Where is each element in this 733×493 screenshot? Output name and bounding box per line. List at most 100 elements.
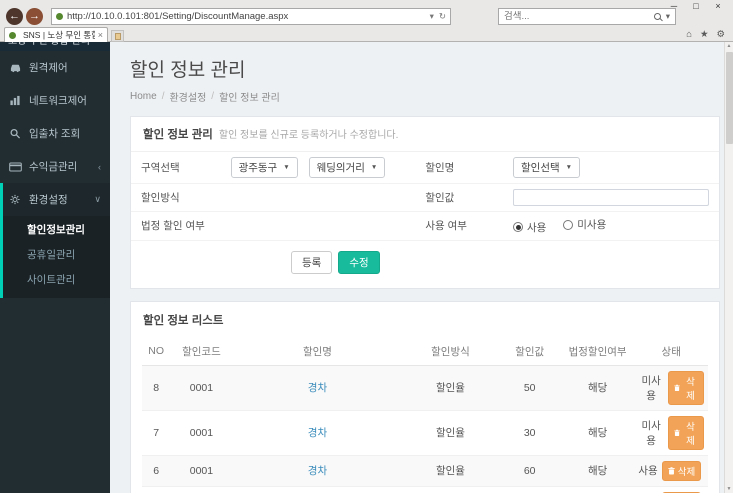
chevron-down-icon: ▼ <box>283 164 290 171</box>
cell-legal: 해당 <box>560 455 635 487</box>
zone-select-lot[interactable]: 웨딩의거리 ▼ <box>308 157 386 178</box>
cell-method: 할인율 <box>402 455 499 487</box>
sidebar-subitem-holiday[interactable]: 공휴일관리 <box>27 249 76 261</box>
column-header: 할인명 <box>232 337 403 366</box>
cell-code: 0001 <box>170 365 233 411</box>
close-button[interactable]: × <box>715 1 721 11</box>
app-page: 노상 무인 통합 관리 원격제어 네트워크제어 입출차 조회 수익금관리 ‹ 환… <box>0 42 733 493</box>
cell-no: 8 <box>142 365 171 411</box>
browser-chrome: ─ □ × ← → ▾ ↻ ▾ SNS | 노상 무인 통합 관리 × <box>0 0 733 42</box>
breadcrumb-home[interactable]: Home <box>130 91 157 102</box>
tab-bar: SNS | 노상 무인 통합 관리 × ⌂ ★ ⚙ <box>0 27 733 42</box>
site-favicon-icon <box>56 12 63 20</box>
tab-title: SNS | 노상 무인 통합 관리 <box>23 30 95 40</box>
status-text: 미사용 <box>641 374 661 402</box>
cell-method: 할인율 <box>402 410 499 456</box>
url-field[interactable]: ▾ ↻ <box>51 7 451 25</box>
discount-table: NO 할인코드 할인명 할인방식 할인값 법정할인여부 상태 8 0001 경차 할인율 5… <box>142 337 708 493</box>
trash-icon <box>668 466 675 474</box>
gear-icon[interactable]: ⚙ <box>716 29 725 40</box>
cell-method: 할인율 <box>402 486 499 493</box>
scrollbar-thumb[interactable] <box>725 52 733 144</box>
favorites-star-icon[interactable]: ★ <box>699 29 709 40</box>
zone-label: 구역선택 <box>131 152 221 184</box>
discount-name-link[interactable]: 경차 <box>307 465 328 477</box>
address-bar: ← → ▾ ↻ ▾ <box>6 5 676 27</box>
discount-name-link[interactable]: 경차 <box>307 427 328 439</box>
search-dropdown-icon[interactable]: ▾ <box>665 10 670 21</box>
cell-code: 0002 <box>170 486 233 493</box>
use-label: 사용 여부 <box>415 211 503 241</box>
discount-name-label: 할인명 <box>415 152 503 184</box>
table-header-row: NO 할인코드 할인명 할인방식 할인값 법정할인여부 상태 <box>142 337 708 366</box>
page-title: 할인 정보 관리 <box>130 60 246 81</box>
sidebar-item-settings[interactable]: 환경설정 ∨ <box>3 183 110 216</box>
chevron-down-icon: ∨ <box>94 194 101 204</box>
discount-list-box: 할인 정보 리스트 NO 할인코드 할인명 할인방식 할인값 법정할인여부 상태 8 000… <box>130 300 720 493</box>
tab-close-icon[interactable]: × <box>97 30 103 40</box>
scroll-down-icon[interactable]: ▼ <box>726 486 732 492</box>
forward-button[interactable]: → <box>26 7 43 25</box>
column-header: 법정할인여부 <box>560 337 635 366</box>
use-radio-off[interactable]: 미사용 <box>563 217 606 232</box>
sidebar-item-entry-exit-search[interactable]: 입출차 조회 <box>0 117 110 150</box>
sidebar-subitem-site[interactable]: 사이트관리 <box>27 274 76 286</box>
register-button[interactable]: 등록 <box>291 250 333 274</box>
new-tab-button[interactable] <box>111 30 124 42</box>
sidebar-subitem-discount-info[interactable]: 할인정보관리 <box>27 224 85 236</box>
home-icon[interactable]: ⌂ <box>686 29 692 40</box>
use-radio-on[interactable]: 사용 <box>513 220 546 235</box>
column-header: 상태 <box>634 337 708 366</box>
status-text: 사용 <box>638 465 658 477</box>
refresh-icon[interactable]: ↻ <box>438 10 446 21</box>
cell-legal: 해당 <box>560 365 635 411</box>
cell-value: 50 <box>498 486 561 493</box>
sidebar-item-remote-control[interactable]: 원격제어 <box>0 51 110 84</box>
browser-search-input[interactable] <box>504 10 654 22</box>
form-box-title: 할인 정보 관리 <box>143 129 213 141</box>
chevron-down-icon: ▼ <box>565 164 573 171</box>
chart-icon <box>9 95 22 106</box>
discount-form-box: 할인 정보 관리 할인 정보를 신규로 등록하거나 수정합니다. 구역선택 광주동… <box>130 116 720 289</box>
sidebar-item-network-control[interactable]: 네트워크제어 <box>0 84 110 117</box>
table-row: 8 0001 경차 할인율 50 해당 미사용 삭제 <box>142 365 708 411</box>
maximize-button[interactable]: □ <box>693 1 699 11</box>
browser-tab[interactable]: SNS | 노상 무인 통합 관리 × <box>4 27 108 42</box>
radio-unchecked-icon <box>563 219 574 230</box>
discount-name-select[interactable]: 할인선택 ▼ <box>513 157 581 178</box>
window-controls: ─ □ × <box>663 0 729 13</box>
search-magnifier-icon[interactable] <box>653 12 661 20</box>
sidebar: 노상 무인 통합 관리 원격제어 네트워크제어 입출차 조회 수익금관리 ‹ 환… <box>0 42 110 493</box>
zone-select-district[interactable]: 광주동구 ▼ <box>230 157 298 178</box>
column-header: 할인방식 <box>402 337 499 366</box>
chevron-left-icon: ‹ <box>98 161 101 172</box>
car-icon <box>9 62 22 73</box>
form-box-subtitle: 할인 정보를 신규로 등록하거나 수정합니다. <box>218 130 399 141</box>
back-button[interactable]: ← <box>6 7 23 25</box>
cell-no: 5 <box>142 486 171 493</box>
breadcrumb-section[interactable]: 환경설정 <box>169 93 207 104</box>
url-dropdown-icon[interactable]: ▾ <box>429 10 434 21</box>
scroll-up-icon[interactable]: ▲ <box>726 43 732 49</box>
url-input[interactable] <box>67 10 430 22</box>
delete-button[interactable]: 삭제 <box>667 415 704 450</box>
cell-method: 할인율 <box>402 365 499 411</box>
column-header: 할인값 <box>498 337 561 366</box>
cell-no: 7 <box>142 410 171 456</box>
browser-search-field[interactable]: ▾ <box>498 7 676 25</box>
delete-button[interactable]: 삭제 <box>661 460 702 481</box>
value-label: 할인값 <box>415 183 503 212</box>
discount-value-input[interactable] <box>513 189 709 206</box>
search-icon <box>9 128 22 139</box>
modify-button[interactable]: 수정 <box>338 250 380 274</box>
delete-button[interactable]: 삭제 <box>667 370 704 405</box>
table-row: 6 0001 경차 할인율 60 해당 사용 삭제 <box>142 455 708 487</box>
vertical-scrollbar[interactable]: ▲ ▼ <box>724 42 733 493</box>
minimize-button[interactable]: ─ <box>670 1 678 11</box>
discount-name-link[interactable]: 경차 <box>307 382 328 394</box>
radio-checked-icon <box>513 222 523 232</box>
sidebar-item-revenue-management[interactable]: 수익금관리 ‹ <box>0 150 110 183</box>
breadcrumb: Home / 환경설정 / 할인 정보 관리 <box>130 91 280 104</box>
card-icon <box>9 162 22 172</box>
cell-legal: 해당 <box>560 410 635 456</box>
